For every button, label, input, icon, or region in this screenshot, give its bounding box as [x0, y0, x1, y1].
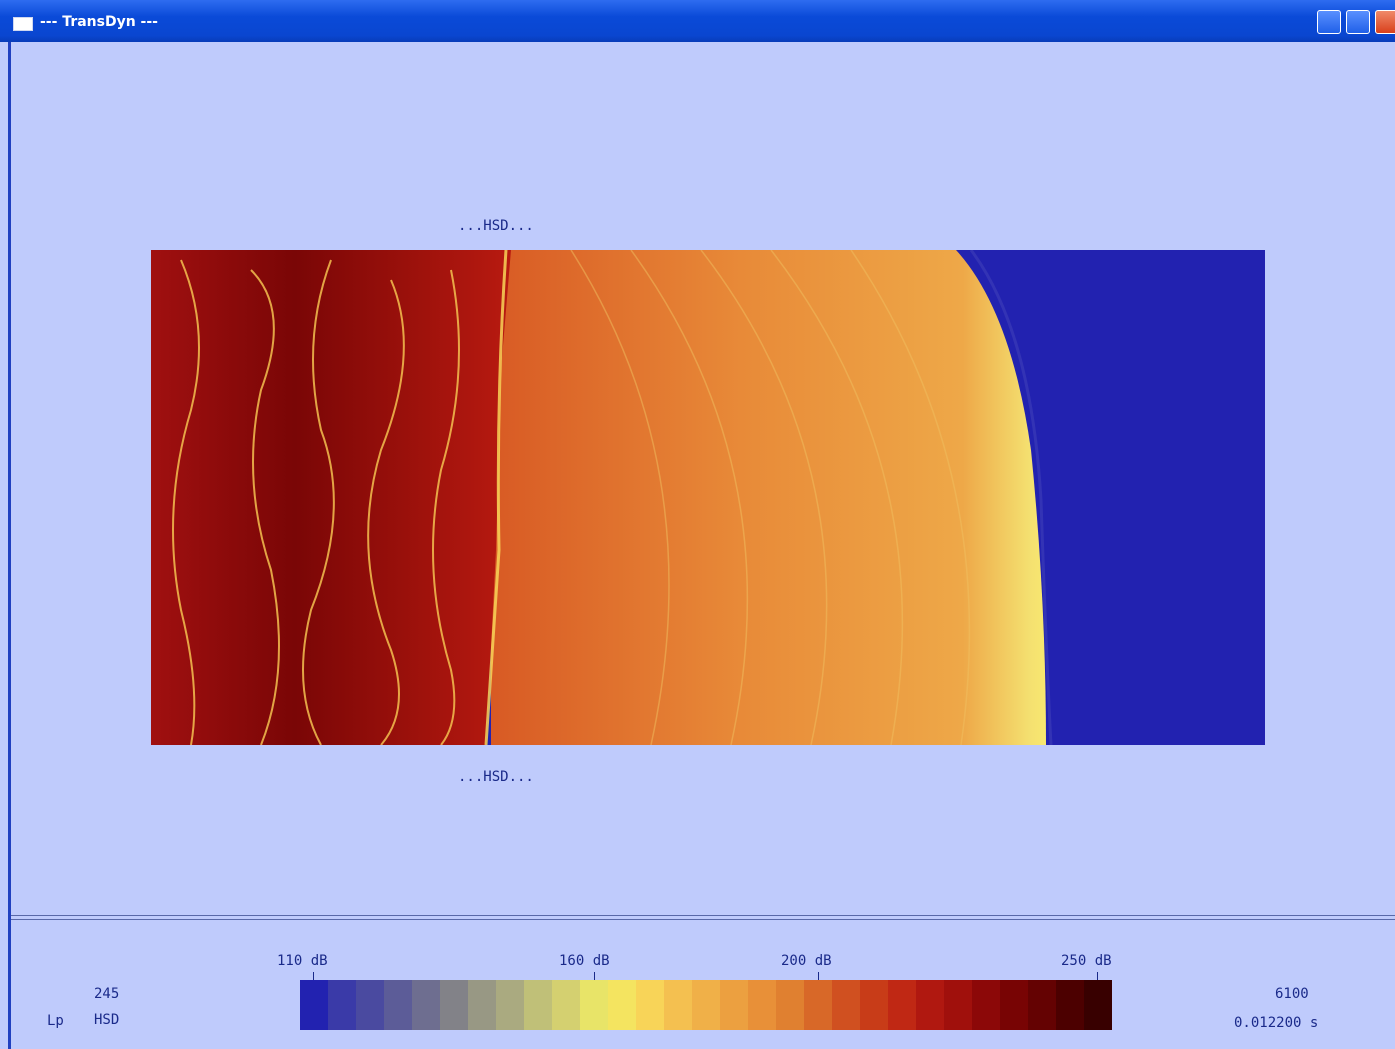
maximize-button[interactable] — [1346, 10, 1370, 34]
colorbar-swatch — [552, 980, 580, 1030]
app-window: --- TransDyn --- ...HSD... — [0, 0, 1395, 1049]
colorbar-swatch — [832, 980, 860, 1030]
colorbar-swatch — [776, 980, 804, 1030]
separator — [11, 915, 1395, 916]
colorbar-swatch — [664, 980, 692, 1030]
colorbar-swatch — [1056, 980, 1084, 1030]
status-name: HSD — [94, 1012, 119, 1028]
colorbar-tick-label: 250 dB — [1061, 953, 1112, 969]
colorbar-swatch — [748, 980, 776, 1030]
colorbar-swatch — [1084, 980, 1112, 1030]
colorbar-swatch — [496, 980, 524, 1030]
status-value: 6100 — [1275, 986, 1309, 1002]
colorbar-tick-label: 160 dB — [559, 953, 610, 969]
colorbar-tick — [313, 972, 314, 980]
colorbar-swatch — [888, 980, 916, 1030]
field-label: ...HSD... — [458, 218, 534, 234]
separator — [11, 919, 1395, 920]
field-label: ...HSD... — [458, 769, 534, 785]
colorbar-swatch — [608, 980, 636, 1030]
colorbar-swatch — [384, 980, 412, 1030]
colorbar-swatch — [860, 980, 888, 1030]
colorbar — [300, 980, 1112, 1030]
colorbar-tick-label: 110 dB — [277, 953, 328, 969]
colorbar-swatch — [328, 980, 356, 1030]
colorbar-swatch — [1028, 980, 1056, 1030]
field-region — [151, 250, 511, 745]
colorbar-tick-label: 200 dB — [781, 953, 832, 969]
colorbar-swatch — [636, 980, 664, 1030]
colorbar-swatch — [468, 980, 496, 1030]
window-title: --- TransDyn --- — [40, 14, 158, 30]
colorbar-swatch — [300, 980, 328, 1030]
colorbar-swatch — [720, 980, 748, 1030]
colorbar-swatch — [692, 980, 720, 1030]
colorbar-tick — [818, 972, 819, 980]
minimize-button[interactable] — [1317, 10, 1341, 34]
field-region — [491, 250, 1046, 745]
colorbar-swatch — [524, 980, 552, 1030]
colorbar-swatch — [916, 980, 944, 1030]
colorbar-swatch — [412, 980, 440, 1030]
colorbar-swatch — [804, 980, 832, 1030]
colorbar-swatch — [440, 980, 468, 1030]
title-bar: --- TransDyn --- — [0, 0, 1395, 42]
colorbar-tick — [1097, 972, 1098, 980]
colorbar-swatch — [580, 980, 608, 1030]
colorbar-swatch — [356, 980, 384, 1030]
status-value: 245 — [94, 986, 119, 1002]
status-quantity: Lp — [47, 1013, 64, 1029]
colorbar-swatch — [972, 980, 1000, 1030]
colorbar-swatch — [1000, 980, 1028, 1030]
status-time: 0.012200 s — [1234, 1015, 1318, 1031]
window-border — [8, 42, 11, 1049]
colorbar-tick — [594, 972, 595, 980]
colorbar-swatch — [944, 980, 972, 1030]
close-button[interactable] — [1375, 10, 1395, 34]
field-plot — [151, 250, 1265, 745]
app-icon[interactable] — [13, 17, 33, 31]
